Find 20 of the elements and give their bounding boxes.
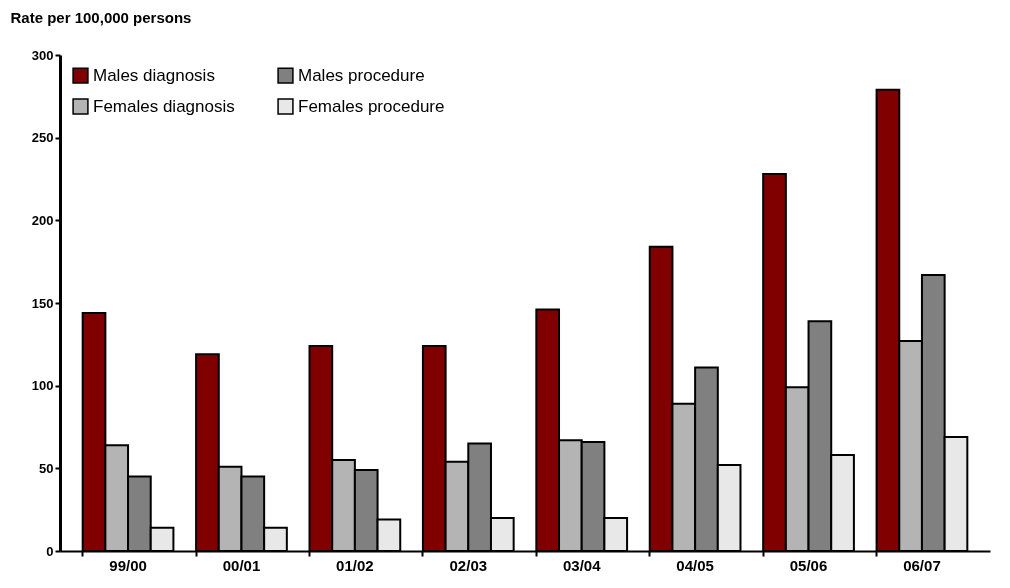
y-tick-label: 300 <box>31 47 54 63</box>
y-tick-label: 250 <box>31 130 54 146</box>
x-tick-label: 99/00 <box>109 556 147 574</box>
y-tick-label: 0 <box>46 543 54 559</box>
x-tick-label: 00/01 <box>222 556 261 574</box>
legend-label: Females procedure <box>298 96 445 116</box>
x-tick-label: 01/02 <box>336 556 374 574</box>
y-axis-title: Rate per 100,000 persons <box>10 8 192 26</box>
x-tick-label: 05/06 <box>789 556 828 574</box>
legend-label: Males procedure <box>298 65 425 85</box>
x-tick-label: 04/05 <box>676 556 714 574</box>
y-tick-label: 150 <box>31 295 54 311</box>
legend-label: Males diagnosis <box>93 65 215 85</box>
x-tick-label: 03/04 <box>562 556 602 574</box>
legend-label: Females diagnosis <box>93 96 235 116</box>
y-tick-label: 50 <box>39 460 54 476</box>
y-tick-label: 100 <box>31 378 54 394</box>
x-tick-label: 02/03 <box>449 556 488 574</box>
x-tick-label: 06/07 <box>903 556 941 574</box>
y-tick-label: 200 <box>31 212 54 228</box>
